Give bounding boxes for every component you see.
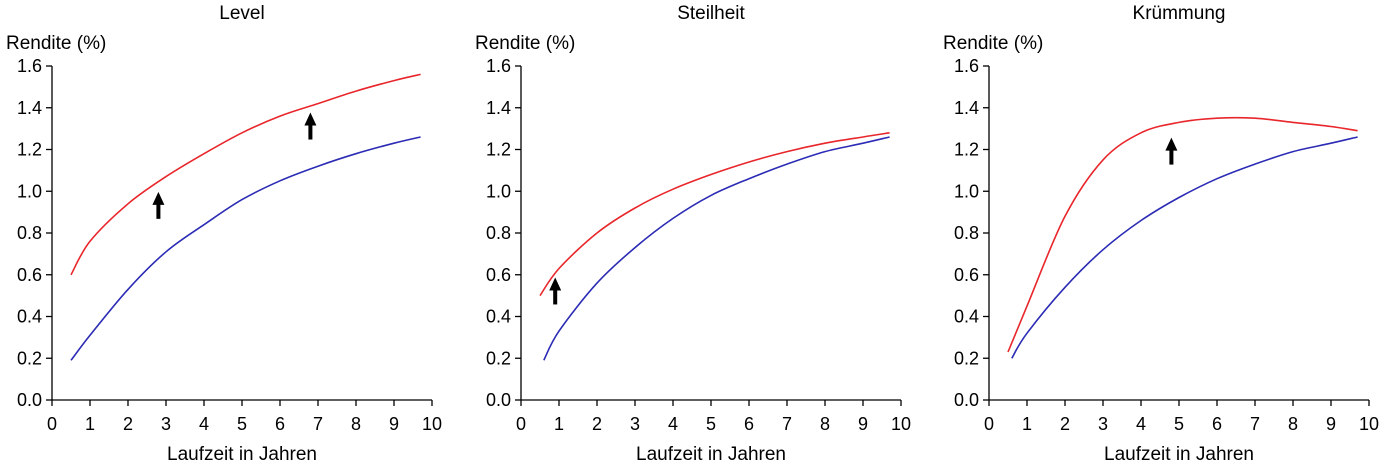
y-tick-label: 0.6	[17, 265, 42, 285]
series-line-0	[1011, 136, 1358, 359]
arrow-shaft	[308, 123, 313, 140]
arrow-head	[1165, 137, 1178, 151]
arrow-head	[549, 277, 562, 291]
x-tick-label: 10	[422, 414, 442, 434]
y-tick-label: 0.2	[954, 348, 979, 368]
x-axis-label: Laufzeit in Jahren	[636, 444, 786, 465]
x-tick-label: 0	[47, 414, 57, 434]
arrow-shaft	[553, 288, 558, 305]
y-tick-label: 0.4	[17, 307, 42, 327]
y-tick-label: 1.4	[486, 98, 511, 118]
x-tick-label: 4	[1136, 414, 1146, 434]
x-tick-label: 3	[161, 414, 171, 434]
y-tick-label: 1.2	[954, 140, 979, 160]
series-line-0	[543, 136, 890, 361]
y-tick-label: 1.4	[17, 98, 42, 118]
up-arrow-icon	[549, 277, 562, 305]
x-tick-label: 4	[199, 414, 209, 434]
arrow-head	[304, 112, 317, 126]
x-tick-label: 1	[85, 414, 95, 434]
y-tick-label: 0.4	[954, 307, 979, 327]
up-arrow-icon	[152, 191, 165, 219]
y-tick-label: 1.6	[486, 56, 511, 76]
y-tick-label: 1.2	[17, 140, 42, 160]
x-tick-label: 3	[1098, 414, 1108, 434]
chart-title: Krümmung	[1133, 3, 1226, 24]
x-tick-label: 9	[858, 414, 868, 434]
y-tick-label: 1.0	[17, 181, 42, 201]
arrow-shaft	[156, 202, 161, 219]
chart-panel-2: Krümmung Rendite (%) Laufzeit in Jahren 0.0…	[943, 3, 1379, 465]
x-tick-label: 6	[1212, 414, 1222, 434]
x-tick-label: 0	[984, 414, 994, 434]
x-tick-label: 8	[1288, 414, 1298, 434]
x-axis-label: Laufzeit in Jahren	[1104, 444, 1254, 465]
arrow-shaft	[1169, 148, 1174, 165]
x-tick-label: 9	[1326, 414, 1336, 434]
chart-title: Level	[219, 3, 264, 24]
y-tick-label: 1.4	[954, 98, 979, 118]
x-tick-label: 2	[592, 414, 602, 434]
x-tick-label: 1	[1022, 414, 1032, 434]
x-tick-label: 2	[1060, 414, 1070, 434]
x-tick-label: 3	[630, 414, 640, 434]
y-tick-label: 1.0	[486, 181, 511, 201]
x-axis-label: Laufzeit in Jahren	[167, 444, 317, 465]
y-axis-label: Rendite (%)	[943, 33, 1043, 54]
series-line-0	[70, 136, 421, 361]
up-arrow-icon	[304, 112, 317, 140]
y-tick-label: 1.6	[17, 56, 42, 76]
chart-panel-1: Steilheit Rendite (%) Laufzeit in Jahren 0.…	[475, 3, 911, 465]
x-tick-label: 2	[123, 414, 133, 434]
x-tick-label: 7	[1250, 414, 1260, 434]
x-tick-label: 5	[706, 414, 716, 434]
y-tick-label: 0.0	[954, 390, 979, 410]
series-line-1	[70, 73, 421, 276]
y-tick-label: 0.4	[486, 307, 511, 327]
y-tick-label: 1.6	[954, 56, 979, 76]
x-tick-label: 4	[668, 414, 678, 434]
y-tick-label: 0.8	[17, 223, 42, 243]
y-tick-label: 0.6	[486, 265, 511, 285]
y-tick-label: 0.0	[486, 390, 511, 410]
y-axis-label: Rendite (%)	[6, 33, 106, 54]
y-tick-label: 0.8	[486, 223, 511, 243]
y-tick-label: 0.6	[954, 265, 979, 285]
x-tick-label: 8	[351, 414, 361, 434]
x-tick-label: 9	[389, 414, 399, 434]
chart-title: Steilheit	[677, 3, 745, 24]
up-arrow-icon	[1165, 137, 1178, 165]
x-tick-label: 7	[782, 414, 792, 434]
series-line-1	[1007, 116, 1358, 353]
y-axis-label: Rendite (%)	[475, 33, 575, 54]
x-tick-label: 5	[1174, 414, 1184, 434]
arrow-head	[152, 191, 165, 205]
x-tick-label: 6	[275, 414, 285, 434]
x-tick-label: 0	[516, 414, 526, 434]
y-tick-label: 0.2	[486, 348, 511, 368]
series-line-1	[539, 132, 890, 297]
y-tick-label: 0.0	[17, 390, 42, 410]
y-tick-label: 1.0	[954, 181, 979, 201]
x-tick-label: 5	[237, 414, 247, 434]
x-tick-label: 10	[1359, 414, 1379, 434]
y-tick-label: 0.8	[954, 223, 979, 243]
y-tick-label: 0.2	[17, 348, 42, 368]
x-tick-label: 6	[744, 414, 754, 434]
x-tick-label: 8	[820, 414, 830, 434]
y-tick-label: 1.2	[486, 140, 511, 160]
x-tick-label: 7	[313, 414, 323, 434]
chart-panel-0: Level Rendite (%) Laufzeit in Jahren 0.0 0.2…	[6, 3, 442, 465]
x-tick-label: 10	[891, 414, 911, 434]
x-tick-label: 1	[554, 414, 564, 434]
